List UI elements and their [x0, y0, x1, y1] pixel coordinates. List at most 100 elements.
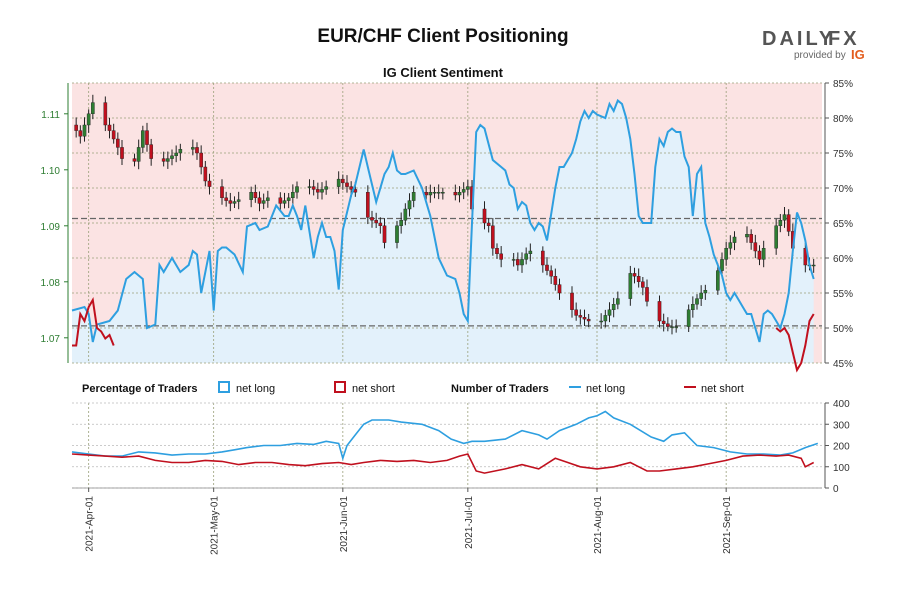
- legend-pct-short-swatch: [334, 381, 346, 393]
- candle-body: [461, 189, 466, 193]
- candle-body: [261, 200, 266, 204]
- candle-body: [645, 287, 649, 302]
- candle-body: [657, 301, 662, 322]
- legend: Percentage of Traders net long net short…: [82, 381, 744, 395]
- candle-body: [349, 186, 353, 190]
- candle-body: [86, 113, 91, 126]
- candle-body: [491, 225, 495, 249]
- candle-body: [166, 158, 170, 162]
- candle-body: [370, 217, 374, 221]
- candle-body: [174, 152, 178, 156]
- candle-body: [786, 214, 791, 232]
- candle-body: [745, 233, 749, 238]
- candle-body: [141, 130, 145, 148]
- date-tick-label: 2021-Jun-01: [339, 496, 350, 553]
- candle-body: [582, 317, 587, 320]
- traders-tick-label: 400: [833, 399, 850, 410]
- candle-body: [578, 315, 583, 318]
- candle-body: [541, 250, 545, 266]
- candle-body: [666, 323, 670, 327]
- candle-body: [374, 219, 378, 224]
- candle-body: [224, 197, 228, 201]
- candle-body: [207, 180, 212, 187]
- candle-body: [345, 182, 349, 187]
- candle-body: [199, 152, 203, 168]
- candle-body: [136, 147, 141, 162]
- candle-body: [249, 191, 253, 200]
- candle-body: [761, 247, 766, 260]
- pct-tick-label: 70%: [833, 184, 853, 195]
- candle-body: [516, 259, 520, 266]
- candle-body: [149, 144, 153, 159]
- candle-body: [628, 273, 633, 299]
- candle-body: [782, 214, 787, 221]
- legend-pct-long-swatch: [218, 381, 230, 393]
- candle-body: [336, 178, 341, 187]
- legend-pct-title: Percentage of Traders: [82, 383, 198, 395]
- pct-tick-label: 65%: [833, 219, 853, 230]
- candle-body: [161, 158, 166, 162]
- candle-body: [178, 149, 183, 154]
- candle-body: [74, 124, 78, 131]
- candle-body: [424, 191, 428, 196]
- candle-body: [686, 309, 691, 327]
- candle-body: [499, 253, 503, 260]
- candle-body: [661, 320, 666, 324]
- candle-body: [453, 191, 458, 196]
- candle-body: [720, 259, 724, 271]
- ig-logo: IG: [851, 47, 865, 62]
- candle-body: [549, 270, 553, 277]
- candle-body: [441, 191, 445, 194]
- candle-body: [616, 298, 620, 305]
- candle-body: [695, 298, 699, 305]
- candle-body: [599, 320, 603, 323]
- candle-body: [82, 124, 87, 137]
- candle-body: [774, 225, 778, 249]
- pct-tick-label: 50%: [833, 324, 853, 335]
- candle-body: [116, 138, 120, 148]
- candle-body: [111, 130, 116, 140]
- candle-body: [78, 130, 83, 137]
- candle-body: [220, 186, 224, 199]
- candle-body: [266, 197, 270, 201]
- pct-axis: 45% 50% 55% 60% 65% 70% 75% 80% 85%: [824, 79, 853, 370]
- candle-body: [232, 201, 237, 204]
- candle-body: [728, 242, 733, 249]
- net-long-area: [72, 100, 814, 363]
- price-axis: 1.07 1.08 1.09 1.10 1.11: [41, 83, 69, 363]
- candle-body: [528, 250, 533, 254]
- candle-body: [574, 309, 578, 316]
- legend-pct-long-label: net long: [236, 383, 275, 395]
- candle-body: [486, 222, 491, 226]
- traders-long-line: [71, 410, 819, 462]
- legend-num-long-label: net long: [586, 383, 625, 395]
- candle-body: [553, 276, 558, 285]
- sentiment-subtitle: IG Client Sentiment: [383, 65, 504, 80]
- candle-body: [495, 247, 499, 254]
- candle-body: [432, 191, 437, 194]
- candle-body: [674, 326, 678, 328]
- traders-axis: 0 100 200 300 400: [824, 399, 850, 495]
- date-tick-label: 2021-Aug-01: [593, 496, 604, 554]
- candle-body: [407, 200, 412, 210]
- candle-body: [749, 233, 753, 243]
- legend-num-title: Number of Traders: [451, 383, 549, 395]
- price-tick-label: 1.07: [41, 334, 61, 345]
- candle-body: [278, 197, 283, 204]
- candle-body: [636, 276, 641, 283]
- candle-body: [320, 189, 324, 193]
- candle-body: [811, 264, 816, 267]
- candle-body: [436, 191, 441, 194]
- candle-body: [428, 191, 433, 196]
- candle-body: [611, 304, 616, 311]
- candle-body: [203, 166, 208, 182]
- candle-body: [803, 247, 808, 266]
- net-short-pct-line-end: [775, 313, 815, 373]
- net-short-pct-line-start: [72, 297, 115, 347]
- candle-body: [557, 284, 562, 294]
- candle-body: [520, 259, 524, 266]
- price-tick-label: 1.09: [41, 222, 61, 233]
- date-tick-label: 2021-Apr-01: [85, 496, 96, 552]
